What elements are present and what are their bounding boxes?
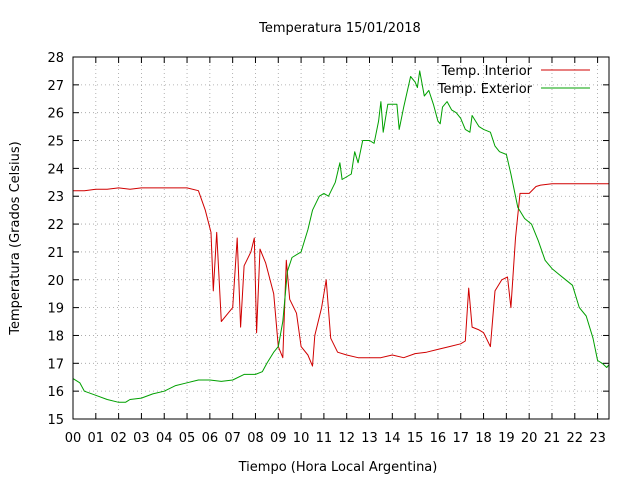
- x-tick-label: 07: [224, 431, 241, 446]
- x-tick-label: 12: [338, 431, 355, 446]
- x-axis-label: Tiempo (Hora Local Argentina): [238, 460, 438, 475]
- x-tick-label: 16: [430, 431, 447, 446]
- x-tick-label: 23: [589, 431, 606, 446]
- legend: Temp. Interior Temp. Exterior: [437, 64, 590, 97]
- x-tick-label: 04: [156, 431, 173, 446]
- x-tick-label: 08: [247, 431, 264, 446]
- y-tick-label: 15: [47, 413, 64, 428]
- y-tick-label: 26: [47, 107, 64, 122]
- x-tick-label: 10: [293, 431, 310, 446]
- series-layer: [72, 70, 610, 403]
- y-tick-label: 22: [47, 218, 64, 233]
- y-tick-label: 17: [47, 357, 64, 372]
- y-tick-label: 21: [47, 246, 64, 261]
- x-tick-label: 20: [521, 431, 538, 446]
- y-tick-label: 20: [47, 274, 64, 289]
- x-tick-label: 17: [452, 431, 469, 446]
- series-line-exterior: [72, 70, 610, 403]
- x-tick-label: 15: [407, 431, 424, 446]
- x-tick-label: 03: [133, 431, 150, 446]
- chart-title: Temperatura 15/01/2018: [258, 21, 421, 36]
- x-tick-label: 14: [384, 431, 401, 446]
- grid: [73, 57, 609, 419]
- y-tick-label: 23: [47, 190, 64, 205]
- x-tick-label: 18: [475, 431, 492, 446]
- x-tick-label: 09: [270, 431, 287, 446]
- y-tick-label: 24: [47, 162, 64, 177]
- x-tick-label: 11: [316, 431, 333, 446]
- x-tick-label: 21: [544, 431, 561, 446]
- y-tick-label: 19: [47, 302, 64, 317]
- y-axis-label: Temperatura (Grados Celsius): [8, 141, 23, 335]
- legend-label: Temp. Interior: [441, 64, 533, 79]
- series-line-interior: [73, 183, 609, 367]
- y-tick-label: 27: [47, 79, 64, 94]
- y-tick-labels: 15 16 17 18 19 20 21 22 23 24 25 26 27 28: [47, 51, 64, 428]
- x-tick-label: 02: [110, 431, 127, 446]
- y-tick-label: 25: [47, 135, 64, 150]
- x-tick-label: 05: [179, 431, 196, 446]
- y-tick-label: 16: [47, 385, 64, 400]
- x-tick-label: 06: [202, 431, 219, 446]
- x-tick-label: 01: [88, 431, 105, 446]
- y-tick-label: 28: [47, 51, 64, 66]
- x-tick-label: 22: [567, 431, 584, 446]
- x-tick-label: 13: [361, 431, 378, 446]
- x-tick-labels: 00 01 02 03 04 05 06 07 08 09 10 11 12 13 14 15 16 17 18 19…: [65, 431, 606, 446]
- legend-label: Temp. Exterior: [437, 82, 533, 97]
- y-tick-label: 18: [47, 329, 64, 344]
- x-tick-label: 19: [498, 431, 515, 446]
- plot-frame: [72, 56, 610, 420]
- ticks: [72, 56, 609, 420]
- x-tick-label: 00: [65, 431, 82, 446]
